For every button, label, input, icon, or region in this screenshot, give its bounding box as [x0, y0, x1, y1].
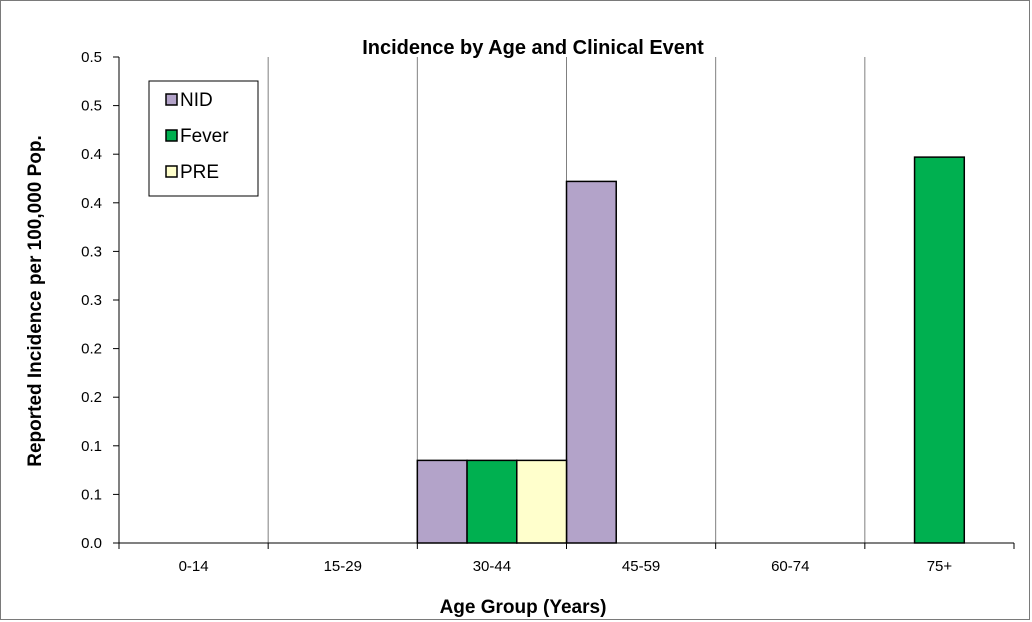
y-tick-label: 0.5 — [81, 98, 102, 115]
legend-swatch — [165, 93, 178, 106]
y-tick-label: 0.5 — [81, 49, 102, 66]
y-tick-label: 0.1 — [81, 438, 102, 455]
bar-pre — [516, 459, 568, 544]
y-ticks: 0.0 0.1 0.1 0.2 0.2 0.3 0.3 0.4 0.4 0.5 0.5 — [81, 49, 119, 552]
y-tick-label: 0.3 — [81, 243, 102, 260]
legend-label: PRE — [180, 162, 219, 183]
legend-label: NID — [180, 90, 213, 111]
y-tick-label: 0.2 — [81, 341, 102, 358]
x-tick-label: 30-44 — [473, 558, 511, 575]
y-axis-title: Reported Incidence per 100,000 Pop. — [25, 135, 46, 467]
x-tick-label: 15-29 — [324, 558, 362, 575]
y-tick-label: 0.3 — [81, 292, 102, 309]
bar-fever — [913, 156, 966, 544]
x-tick-label: 0-14 — [179, 558, 209, 575]
y-tick-label: 0.4 — [81, 146, 102, 163]
x-tick-label: 60-74 — [771, 558, 809, 575]
legend-swatch — [165, 165, 178, 178]
bar-nid — [416, 459, 468, 544]
bar-fever — [466, 459, 518, 544]
y-tick-label: 0.0 — [81, 535, 102, 552]
x-tick-label: 45-59 — [622, 558, 660, 575]
legend: NID Fever PRE — [148, 80, 259, 197]
y-tick-label: 0.4 — [81, 195, 102, 212]
legend-label: Fever — [180, 126, 229, 147]
x-axis-title: Age Group (Years) — [440, 597, 607, 618]
bar-nid — [565, 180, 617, 544]
x-tick-label: 75+ — [927, 558, 953, 575]
legend-swatch — [165, 129, 178, 142]
y-tick-label: 0.1 — [81, 486, 102, 503]
chart-title: Incidence by Age and Clinical Event — [362, 37, 704, 59]
bars — [416, 156, 966, 544]
y-tick-label: 0.2 — [81, 389, 102, 406]
x-ticks: 0-14 15-29 30-44 45-59 60-74 75+ — [118, 543, 1015, 575]
